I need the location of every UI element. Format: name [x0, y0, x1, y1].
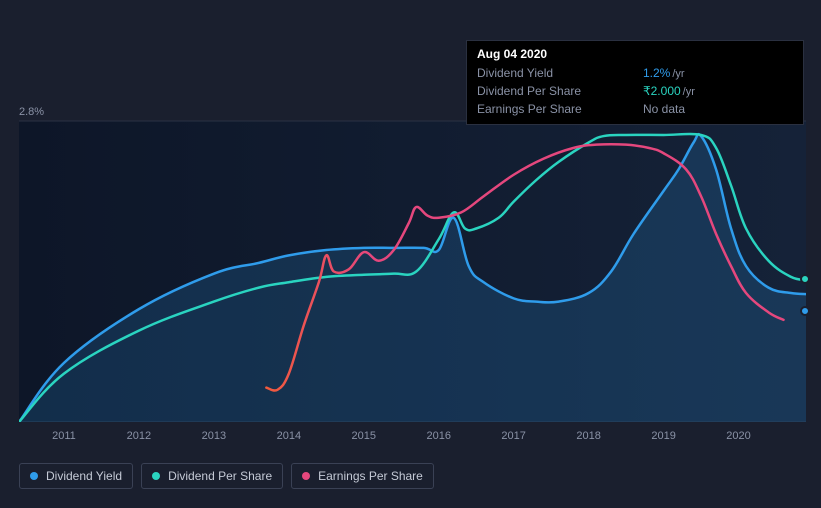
tooltip-row-label: Dividend Yield	[477, 65, 553, 83]
tooltip-row: Earnings Per Share No data	[477, 101, 793, 118]
tooltip-row-label: Earnings Per Share	[477, 101, 582, 118]
tooltip-row-value: 1.2%/yr	[643, 65, 793, 83]
tooltip-date: Aug 04 2020	[477, 47, 793, 61]
tooltip-row-value: No data	[643, 101, 793, 118]
legend-dot-icon	[302, 472, 310, 480]
legend-item[interactable]: Dividend Per Share	[141, 463, 283, 489]
tooltip-row-label: Dividend Per Share	[477, 83, 581, 101]
x-tick-label: 2018	[576, 430, 600, 442]
tooltip-row-value: ₹2.000/yr	[643, 83, 793, 101]
legend-label: Earnings Per Share	[318, 469, 423, 483]
chart-svg	[19, 106, 806, 422]
x-tick-label: 2013	[202, 430, 226, 442]
x-tick-label: 2016	[426, 430, 450, 442]
x-tick-label: 2019	[651, 430, 675, 442]
legend-item[interactable]: Earnings Per Share	[291, 463, 434, 489]
series-end-dot	[800, 274, 810, 284]
x-tick-label: 2012	[127, 430, 151, 442]
legend-label: Dividend Yield	[46, 469, 122, 483]
x-tick-label: 2011	[52, 430, 76, 442]
x-axis: 2011 2012 2013 2014 2015 2016 2017 2018 2019 2020	[19, 430, 806, 450]
x-tick-label: 2017	[501, 430, 525, 442]
legend-dot-icon	[30, 472, 38, 480]
legend-label: Dividend Per Share	[168, 469, 272, 483]
x-tick-label: 2014	[277, 430, 301, 442]
tooltip-row: Dividend Per Share ₹2.000/yr	[477, 83, 793, 101]
legend-item[interactable]: Dividend Yield	[19, 463, 133, 489]
legend: Dividend Yield Dividend Per Share Earnings…	[19, 463, 434, 489]
x-tick-label: 2015	[352, 430, 376, 442]
chart-tooltip: Aug 04 2020 Dividend Yield1.2%/yrDividen…	[466, 40, 804, 125]
legend-dot-icon	[152, 472, 160, 480]
x-tick-label: 2020	[726, 430, 750, 442]
tooltip-row: Dividend Yield 1.2%/yr	[477, 65, 793, 83]
chart-area[interactable]	[19, 106, 806, 422]
series-end-dot	[800, 306, 810, 316]
